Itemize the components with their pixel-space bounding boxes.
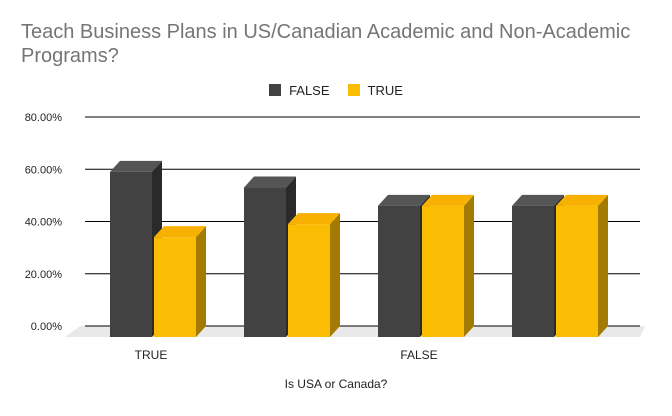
bar-top xyxy=(154,226,206,238)
bar-side xyxy=(330,213,340,337)
bar-side xyxy=(598,194,608,337)
bar-top xyxy=(244,176,296,188)
legend-item-false: FALSE xyxy=(269,82,330,98)
bar-side xyxy=(464,194,474,337)
x-axis-title: Is USA or Canada? xyxy=(284,377,388,391)
x-tick-label: FALSE xyxy=(400,348,437,362)
y-tick-label: 20.00% xyxy=(25,269,63,281)
legend-swatch-true xyxy=(347,84,360,96)
bar-false-1 xyxy=(244,187,286,337)
chart-title: Teach Business Plans in US/Canadian Acad… xyxy=(21,21,631,67)
chart-floor xyxy=(65,326,645,337)
bar-top xyxy=(422,194,474,206)
bar-top xyxy=(556,194,608,206)
bar-false-2 xyxy=(378,205,420,337)
chart-legend: FALSE TRUE xyxy=(0,80,672,100)
bar-true-0 xyxy=(154,237,196,337)
bar-true-3 xyxy=(556,205,598,337)
bar-false-3 xyxy=(512,205,554,337)
bar-top xyxy=(378,194,430,206)
bar-false-0 xyxy=(110,171,152,337)
bar-true-1 xyxy=(288,224,330,337)
legend-item-true: TRUE xyxy=(347,82,403,98)
legend-label-false: FALSE xyxy=(289,82,330,98)
x-tick-label: TRUE xyxy=(135,348,168,362)
bar-true-2 xyxy=(422,205,464,337)
legend-swatch-false xyxy=(269,84,282,96)
bar-top xyxy=(512,194,564,206)
y-tick-label: 0.00% xyxy=(31,321,62,333)
bar-top xyxy=(110,160,162,172)
bar-top xyxy=(288,213,340,225)
y-tick-label: 80.00% xyxy=(25,112,63,124)
legend-label-true: TRUE xyxy=(367,82,403,98)
bar-side xyxy=(196,226,206,337)
y-tick-label: 40.00% xyxy=(25,217,63,229)
y-tick-label: 60.00% xyxy=(25,164,63,176)
